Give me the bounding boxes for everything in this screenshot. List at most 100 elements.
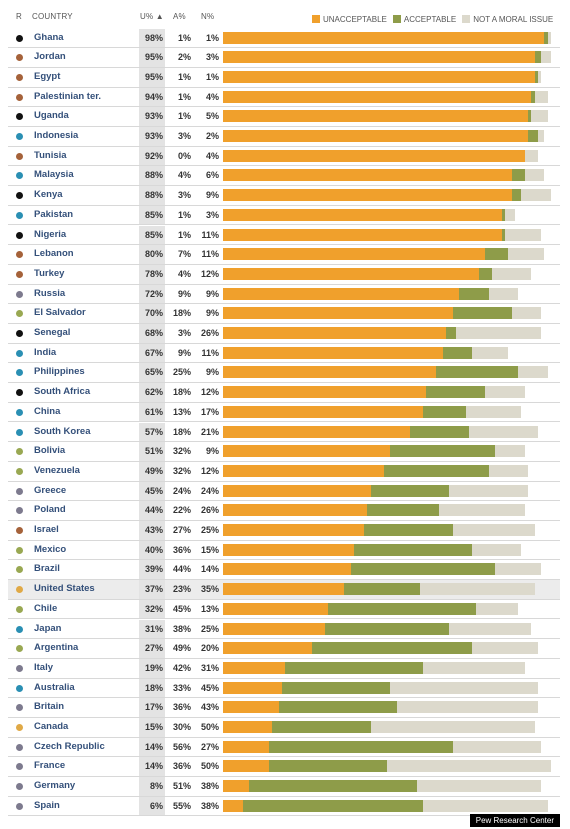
table-row: Lebanon 80% 7% 11% — [8, 245, 560, 265]
sorted-column-cell — [139, 264, 165, 284]
bar-acceptable — [327, 602, 476, 615]
acceptable-value: 24% — [172, 485, 191, 496]
country-label: Brazil — [34, 563, 60, 575]
legend-label-not-moral: NOT A MORAL ISSUE — [473, 14, 554, 24]
bar-unacceptable — [223, 405, 424, 418]
region-dot — [16, 310, 23, 318]
unacceptable-value: 61% — [144, 406, 163, 417]
not-moral-value: 31% — [200, 662, 219, 673]
region-dot — [16, 546, 23, 554]
unacceptable-value: 80% — [144, 249, 163, 260]
sorted-column-cell — [139, 146, 165, 166]
sorted-column-cell — [139, 560, 165, 580]
bar-not-moral — [541, 51, 551, 64]
country-label: Ghana — [34, 31, 64, 43]
bar-acceptable — [501, 208, 506, 221]
region-dot — [16, 34, 23, 42]
table-row: France 14% 36% 50% — [8, 757, 560, 778]
bar-not-moral — [449, 622, 532, 635]
bar-acceptable — [478, 267, 492, 280]
not-moral-value: 21% — [200, 426, 219, 437]
bar-not-moral — [505, 228, 542, 241]
unacceptable-value: 39% — [144, 564, 163, 575]
bar-unacceptable — [223, 642, 312, 655]
bar-unacceptable — [223, 110, 529, 123]
bar-not-moral — [472, 642, 538, 655]
bar-not-moral — [423, 661, 525, 674]
acceptable-value: 1% — [177, 32, 191, 43]
not-moral-value: 11% — [201, 229, 219, 240]
region-dot — [16, 802, 23, 810]
acceptable-value: 13% — [172, 406, 191, 417]
not-moral-value: 20% — [200, 643, 219, 654]
bar-acceptable — [282, 681, 391, 694]
table-row: El Salvador 70% 18% 9% — [8, 304, 560, 324]
table-row: Argentina 27% 49% 20% — [8, 639, 560, 659]
sorted-column-cell — [139, 402, 165, 422]
bar-unacceptable — [223, 681, 283, 694]
acceptable-value: 2% — [177, 52, 191, 63]
bar-unacceptable — [223, 445, 391, 458]
header-country: COUNTRY — [32, 12, 73, 21]
country-label: Czech Republic — [34, 740, 105, 752]
bar-acceptable — [344, 583, 420, 596]
acceptable-value: 36% — [172, 761, 191, 772]
table-row: Poland 44% 22% 26% — [8, 501, 560, 521]
not-moral-value: 25% — [200, 623, 219, 634]
country-label: South Africa — [34, 386, 91, 398]
bar-unacceptable — [223, 307, 453, 320]
bar-unacceptable — [223, 622, 325, 635]
unacceptable-value: 85% — [144, 229, 163, 240]
acceptable-value: 18% — [172, 387, 191, 398]
bar-unacceptable — [223, 51, 535, 64]
not-moral-value: 1% — [205, 32, 219, 43]
region-dot — [16, 724, 23, 731]
header-unacceptable-sort[interactable]: U% ▲ — [140, 12, 164, 21]
acceptable-value: 3% — [177, 190, 191, 201]
bar-acceptable — [272, 721, 371, 733]
not-moral-value: 1% — [205, 71, 219, 82]
bar-unacceptable — [223, 31, 545, 44]
table-row: India 67% 9% 11% — [8, 343, 560, 364]
table-row: China 61% 13% 17% — [8, 402, 560, 423]
region-dot — [16, 172, 23, 180]
table-row: Chile 32% 45% 13% — [8, 599, 560, 620]
bar-not-moral — [485, 386, 525, 399]
bar-not-moral — [524, 169, 545, 182]
not-moral-value: 3% — [205, 209, 219, 220]
table-row: Ghana 98% 1% 1% — [8, 28, 560, 49]
table-row: Canada 15% 30% 50% — [8, 718, 560, 738]
unacceptable-value: 43% — [144, 525, 163, 535]
bar-not-moral — [488, 464, 529, 477]
bar-acceptable — [531, 90, 535, 103]
sorted-column-cell — [139, 540, 165, 560]
unacceptable-value: 98% — [144, 32, 163, 43]
sorted-column-cell — [139, 698, 165, 717]
bar-acceptable — [528, 130, 538, 142]
country-label: Turkey — [34, 267, 65, 279]
region-dot — [16, 93, 23, 101]
table-row: Nigeria 85% 1% 11% — [8, 225, 560, 246]
bar-acceptable — [544, 31, 548, 44]
acceptable-value: 32% — [172, 465, 191, 476]
bar-not-moral — [505, 208, 515, 221]
acceptable-value: 25% — [172, 367, 191, 378]
country-label: Kenya — [34, 189, 63, 201]
sorted-column-cell — [139, 718, 165, 737]
unacceptable-value: 18% — [144, 682, 163, 693]
unacceptable-value: 19% — [144, 662, 163, 673]
not-moral-value: 2% — [205, 131, 219, 141]
country-label: Canada — [34, 721, 69, 732]
country-label: Japan — [34, 622, 62, 634]
table-row: Germany 8% 51% 38% — [8, 777, 560, 797]
header-rank: R — [16, 12, 22, 21]
region-dot — [16, 448, 23, 456]
sorted-column-cell — [139, 284, 165, 304]
bar-not-moral — [518, 366, 548, 379]
country-label: Uganda — [34, 110, 69, 122]
unacceptable-value: 62% — [144, 387, 163, 398]
header-acceptable: A% — [173, 12, 186, 21]
sorted-column-cell — [139, 639, 165, 658]
bar-unacceptable — [223, 464, 384, 477]
country-label: Spain — [34, 799, 60, 811]
